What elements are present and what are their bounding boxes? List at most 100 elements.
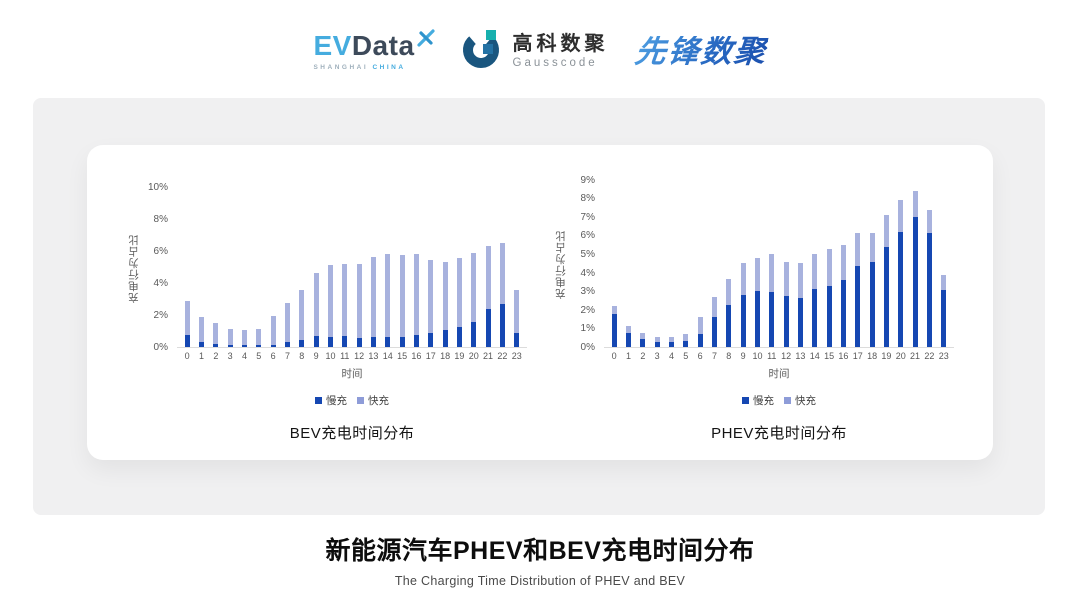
bar-hour-9 [736, 181, 750, 347]
fast-charge-segment [783, 261, 789, 296]
fast-charge-segment [726, 279, 732, 305]
fast-charge-segment [797, 263, 803, 299]
x-tick-5: 5 [256, 351, 262, 361]
fast-charge-segment [840, 244, 846, 280]
bar-hour-13 [793, 181, 807, 347]
bar-hour-15 [395, 188, 409, 347]
chart-card: 充电行为占比 0% 2% 4% 6% 8% 10% 0 1 2 3 4 5 6 7 8 9 10 11 12 13 1… [87, 145, 993, 460]
fast-charge-swatch [784, 397, 791, 404]
evdata-logo: EV Data SHANGHAI CHINA [313, 28, 435, 71]
bar-hour-18 [865, 181, 879, 347]
y-tick-0: 0% [153, 342, 168, 353]
bev-chart: 充电行为占比 0% 2% 4% 6% 8% 10% 0 1 2 3 4 5 6 7 8 9 10 11 12 13 1… [125, 183, 527, 443]
figure-caption: 新能源汽车PHEV和BEV充电时间分布 The Charging Time Di… [0, 531, 1080, 588]
bar-hour-1 [621, 181, 635, 347]
bar-hour-17 [424, 188, 438, 347]
x-tick-7: 7 [284, 351, 290, 361]
slow-charge-segment [514, 332, 520, 347]
x-tick-10: 10 [325, 351, 336, 361]
x-tick-3: 3 [654, 351, 660, 361]
fast-charge-segment [769, 254, 775, 292]
fast-charge-segment [456, 258, 462, 327]
fast-charge-segment [812, 254, 818, 289]
gausscode-en-name: Gausscode [512, 57, 598, 69]
fast-charge-segment [697, 317, 703, 334]
bar-hour-14 [808, 181, 822, 347]
fast-charge-segment [213, 323, 219, 345]
bar-hour-2 [636, 181, 650, 347]
slow-charge-segment [840, 280, 846, 347]
fast-charge-segment [198, 316, 204, 342]
slow-charge-segment [399, 336, 405, 347]
slow-charge-segment [227, 345, 233, 347]
slow-charge-swatch [315, 397, 322, 404]
bev-y-axis-title: 充电行为占比 [127, 233, 140, 303]
y-tick-8: 8% [153, 214, 168, 225]
slow-charge-segment [668, 342, 674, 347]
x-tick-9: 9 [740, 351, 746, 361]
fast-charge-segment [413, 254, 419, 335]
x-tick-3: 3 [227, 351, 233, 361]
y-tick-7: 7% [580, 211, 595, 223]
x-tick-5: 5 [683, 351, 689, 361]
fast-charge-segment [227, 328, 233, 346]
bar-hour-9 [309, 188, 323, 347]
fast-charge-segment [256, 328, 262, 346]
x-tick-1: 1 [198, 351, 204, 361]
evdata-data-text: Data [351, 29, 415, 61]
evdata-x-mark-icon [416, 24, 435, 52]
x-tick-16: 16 [838, 351, 849, 361]
bar-hour-19 [452, 188, 466, 347]
bar-hour-5 [679, 181, 693, 347]
fast-charge-segment [514, 290, 520, 333]
x-tick-20: 20 [895, 351, 906, 361]
bar-hour-11 [765, 181, 779, 347]
y-tick-0: 0% [580, 342, 595, 353]
gausscode-wordmark: 高科数聚 Gausscode [513, 33, 609, 69]
x-tick-21: 21 [910, 351, 921, 361]
bar-hour-16 [409, 188, 423, 347]
bev-plot-area [177, 188, 527, 348]
y-tick-3: 3% [580, 286, 595, 298]
bar-hour-0 [607, 181, 621, 347]
fast-charge-segment [270, 315, 276, 345]
slow-charge-segment [625, 333, 631, 347]
fast-charge-segment [926, 210, 932, 233]
slow-charge-segment [241, 345, 247, 347]
fast-charge-segment [869, 232, 875, 263]
bar-hour-20 [894, 181, 908, 347]
bev-bars [177, 188, 527, 347]
x-tick-9: 9 [313, 351, 319, 361]
slow-charge-segment [855, 265, 861, 347]
slow-charge-segment [342, 336, 348, 347]
fast-charge-segment [241, 330, 247, 346]
y-tick-1: 1% [580, 323, 595, 335]
slow-charge-label: 慢充 [326, 395, 347, 407]
x-tick-16: 16 [411, 351, 422, 361]
slow-charge-segment [356, 337, 362, 347]
bev-x-axis-ticks: 0 1 2 3 4 5 6 7 8 9 10 11 12 13 14 15 16 17 18 19 20 21 22 23 [177, 351, 527, 361]
slow-charge-segment [327, 336, 333, 347]
slow-charge-segment [471, 322, 477, 347]
slow-charge-segment [754, 290, 760, 347]
x-tick-11: 11 [767, 351, 777, 361]
bar-hour-10 [323, 188, 337, 347]
phev-y-axis-title: 充电行为占比 [554, 230, 567, 299]
slow-charge-segment [184, 335, 190, 347]
fast-charge-segment [668, 336, 674, 343]
x-tick-19: 19 [881, 351, 892, 361]
slow-charge-segment [683, 341, 689, 347]
bev-legend: 慢充 快充 [177, 393, 527, 408]
fast-charge-segment [284, 302, 290, 342]
slow-charge-segment [783, 295, 789, 347]
y-tick-8: 8% [580, 193, 595, 205]
x-tick-10: 10 [752, 351, 763, 361]
x-tick-19: 19 [454, 351, 465, 361]
bar-hour-7 [707, 181, 721, 347]
y-tick-4: 4% [580, 267, 595, 279]
bar-hour-22 [495, 188, 509, 347]
x-tick-6: 6 [697, 351, 703, 361]
bar-hour-4 [664, 181, 678, 347]
fast-charge-segment [855, 232, 861, 266]
bar-hour-7 [280, 188, 294, 347]
